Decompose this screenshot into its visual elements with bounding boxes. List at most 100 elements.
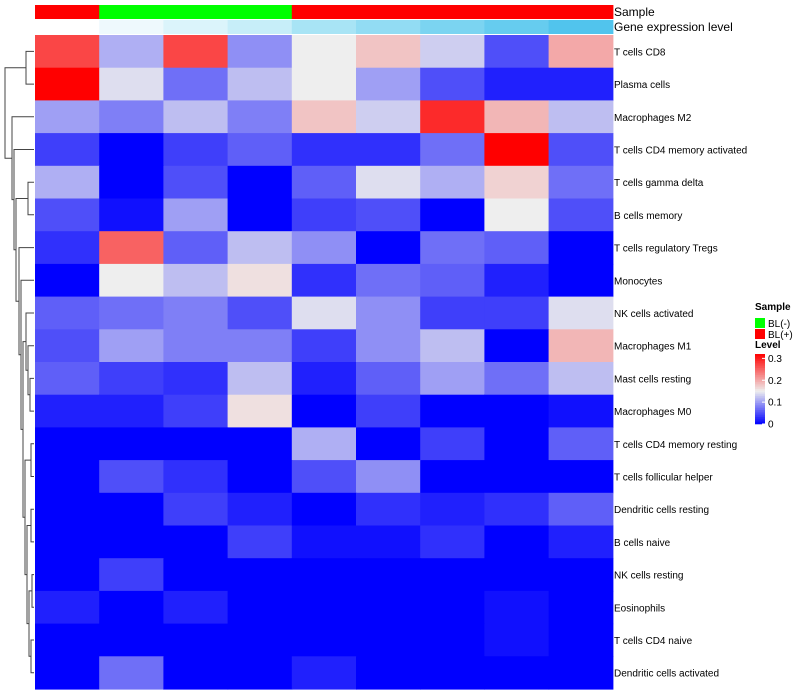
heatmap-cell [35, 263, 100, 298]
heatmap-cell [35, 198, 100, 232]
heatmap-cell [548, 198, 614, 232]
heatmap-cell [35, 590, 100, 625]
heatmap-cell [35, 492, 100, 527]
heatmap-cell [163, 263, 229, 298]
heatmap-cell [291, 525, 357, 559]
heatmap-cell [291, 558, 357, 592]
heatmap-cell [356, 263, 421, 298]
row-label: Eosinophils [614, 603, 665, 614]
row-dendrogram [4, 50, 34, 674]
heatmap-cell [291, 100, 357, 134]
heatmap-cell [227, 165, 293, 200]
color-bar-tick-label: 0.1 [768, 398, 782, 409]
heatmap-cell [356, 67, 421, 101]
heatmap-cell [356, 525, 421, 559]
color-bar-segment [755, 357, 765, 360]
heatmap-cell [163, 623, 229, 657]
dendrogram-branch [4, 67, 26, 159]
sample-annotation-cell [420, 5, 485, 19]
heatmap-cell [356, 558, 421, 592]
heatmap-cell [548, 394, 614, 428]
heatmap-cell [484, 558, 550, 592]
heatmap-cells [35, 35, 614, 690]
sample-track-label: Sample [614, 5, 655, 19]
color-bar-segment [755, 354, 765, 357]
heatmap-cell [420, 427, 485, 461]
heatmap-cell [484, 460, 550, 494]
heatmap-cell [291, 263, 357, 298]
heatmap-cell [291, 590, 357, 625]
heatmap-cell [163, 460, 229, 494]
expression-annotation-cell [35, 20, 100, 34]
heatmap-cell [227, 525, 293, 559]
heatmap-cell [227, 460, 293, 494]
heatmap-cell [484, 67, 550, 101]
heatmap-cell [484, 329, 550, 363]
heatmap-cell [420, 35, 485, 69]
heatmap-cell [484, 590, 550, 625]
heatmap-cell [99, 100, 164, 134]
heatmap-cell [484, 198, 550, 232]
heatmap-cell [291, 394, 357, 428]
color-bar-segment [755, 410, 765, 413]
color-bar-segment [755, 375, 765, 378]
heatmap-cell [35, 558, 100, 592]
heatmap-cell [35, 35, 100, 69]
heatmap-cell [163, 525, 229, 559]
expression-annotation-cell [420, 20, 485, 34]
heatmap-cell [227, 263, 293, 298]
heatmap-cell [35, 623, 100, 657]
sample-legend-label: BL(-) [768, 319, 790, 330]
expression-annotation-cell [548, 20, 614, 34]
heatmap-cell [420, 296, 485, 330]
color-bar-segment [755, 371, 765, 374]
sample-legend-label: BL(+) [768, 330, 793, 341]
expression-annotation-cell [99, 20, 164, 34]
heatmap-cell [227, 656, 293, 690]
heatmap-cell [484, 296, 550, 330]
dendrogram-branch [24, 459, 31, 576]
heatmap-cell [484, 133, 550, 167]
heatmap-cell [35, 133, 100, 167]
heatmap-cell [99, 165, 164, 200]
heatmap-cell [548, 590, 614, 625]
heatmap-cell [35, 67, 100, 101]
expression-annotation-cell [163, 20, 229, 34]
heatmap-cell [420, 492, 485, 527]
heatmap-cell [99, 198, 164, 232]
heatmap-cell [227, 362, 293, 396]
row-label: T cells CD4 naive [614, 636, 693, 647]
row-label: Macrophages M1 [614, 342, 692, 353]
heatmap-cell [356, 427, 421, 461]
heatmap-cell [356, 133, 421, 167]
heatmap-cell [163, 590, 229, 625]
heatmap-cell [484, 492, 550, 527]
heatmap-cell [484, 623, 550, 657]
row-label: T cells gamma delta [614, 178, 704, 189]
heatmap-cell [99, 362, 164, 396]
heatmap-cell [99, 492, 164, 527]
heatmap-cell [291, 460, 357, 494]
sample-annotation-cell [356, 5, 421, 19]
heatmap-cell [420, 165, 485, 200]
heatmap-cell [99, 558, 164, 592]
row-label: Macrophages M2 [614, 113, 692, 124]
heatmap-cell [227, 133, 293, 167]
heatmap-cell [99, 133, 164, 167]
heatmap-cell [163, 329, 229, 363]
row-label: T cells follicular helper [614, 473, 713, 484]
color-bar-segment [755, 418, 765, 421]
heatmap-cell [163, 67, 229, 101]
dendrogram-branch [30, 508, 34, 543]
color-bar-tick-label: 0.3 [768, 354, 782, 365]
heatmap-cell [291, 623, 357, 657]
dendrogram-branch [27, 181, 34, 216]
heatmap-cell [420, 263, 485, 298]
color-bar-segment [755, 362, 765, 365]
heatmap-cell [548, 133, 614, 167]
color-bar-segment [755, 397, 765, 400]
color-bar-segment [755, 359, 765, 362]
heatmap-cell [484, 525, 550, 559]
heatmap-cell [99, 525, 164, 559]
